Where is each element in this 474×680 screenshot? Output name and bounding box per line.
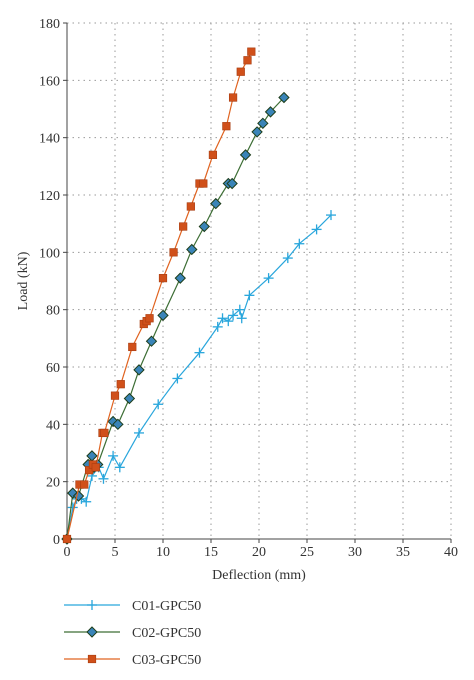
series-layer [61,47,336,545]
data-point [234,304,245,315]
legend-item: C02-GPC50 [64,626,201,641]
data-point [294,238,305,249]
x-axis-title: Deflection (mm) [212,568,306,583]
data-point [236,67,245,76]
data-point [198,220,210,233]
legend-marker [87,600,97,610]
data-point [114,462,125,473]
data-point [239,149,252,161]
y-tick-label: 140 [39,132,60,147]
y-axis: 0 20 40 60 80 100 120 140 160 180 [39,17,67,548]
data-point [263,273,274,284]
data-point [212,321,223,332]
y-tick-label: 60 [46,361,60,376]
series-line [66,97,285,540]
data-point [222,122,231,131]
data-point [128,342,137,352]
data-point [100,428,109,438]
data-point [110,391,120,400]
x-tick-label: 20 [252,545,266,560]
legend-item: C03-GPC50 [64,653,201,668]
x-tick-label: 35 [396,545,410,560]
legend: C01-GPC50 C02-GPC50 C03-GPC50 [64,599,201,668]
data-point [210,197,222,210]
data-point [223,316,234,327]
y-tick-label: 20 [46,476,60,491]
data-point [282,253,293,264]
data-point [134,427,144,438]
data-point [264,106,277,118]
data-point [247,47,256,56]
data-point [112,418,124,431]
legend-item: C01-GPC50 [64,599,201,614]
data-point [311,224,322,235]
y-tick-label: 0 [53,533,60,548]
data-point [179,222,188,231]
data-point [244,290,255,301]
data-point [236,313,247,324]
data-point [133,364,145,376]
y-tick-label: 80 [46,304,60,319]
data-point [251,126,263,138]
grid [67,22,452,539]
legend-label: C01-GPC50 [132,599,201,614]
data-point [228,93,238,102]
data-point [226,177,238,190]
data-point [91,463,100,472]
legend-marker [87,654,97,664]
data-point [98,473,109,484]
data-point [81,496,92,507]
x-tick-label: 25 [300,545,314,560]
x-axis: 0 5 10 15 20 25 30 35 40 [64,539,458,560]
x-tick-label: 10 [156,545,170,560]
legend-label: C03-GPC50 [132,653,201,668]
data-point [217,313,228,324]
data-point [243,56,252,65]
data-point [145,335,158,347]
data-point [228,310,239,321]
plot-area-frame [66,23,451,540]
x-tick-label: 30 [348,545,362,560]
data-point [208,150,218,159]
data-point [80,480,89,489]
data-point [194,347,205,358]
data-point [123,392,136,405]
x-tick-label: 15 [204,545,218,560]
y-tick-label: 180 [39,17,60,32]
y-axis-title: Load (kN) [16,251,31,310]
data-point [158,274,168,283]
x-tick-label: 40 [444,545,458,560]
data-point [278,91,290,104]
y-tick-label: 40 [46,418,60,433]
data-point [257,117,269,130]
data-point [116,380,125,389]
series-line [66,214,332,540]
series-c03-gpc50 [62,47,256,544]
data-point [169,248,178,257]
y-tick-label: 100 [39,246,60,261]
data-point [67,502,78,513]
data-point [186,243,198,256]
data-point [157,309,169,322]
y-tick-label: 160 [39,74,60,89]
data-point [108,450,119,461]
y-tick-label: 120 [39,189,60,204]
legend-marker [86,626,98,638]
x-tick-label: 5 [112,545,119,560]
data-point [174,272,186,284]
data-point [172,373,183,384]
data-point [326,210,336,221]
series-c02-gpc50 [61,91,290,545]
data-point [153,399,164,410]
legend-label: C02-GPC50 [132,626,201,641]
data-point [62,534,72,544]
series-c01-gpc50 [62,210,336,544]
data-point [199,179,208,188]
x-tick-label: 0 [64,545,71,560]
data-point [145,314,154,323]
data-point [186,202,195,211]
